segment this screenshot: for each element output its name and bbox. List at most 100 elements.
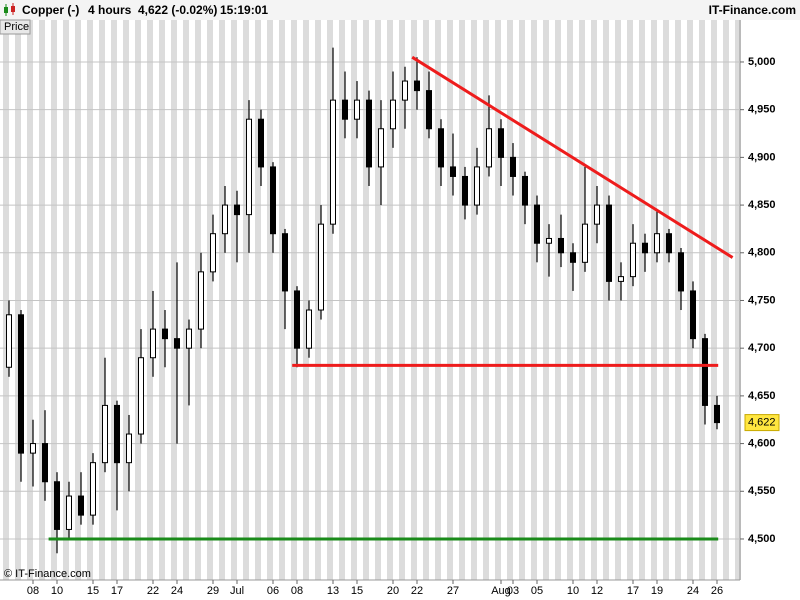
- drawn-line: [411, 55, 734, 259]
- candle-body: [78, 495, 84, 516]
- price-change: 4,622 (-0.02%): [138, 3, 217, 17]
- candle-body: [654, 233, 660, 254]
- y-tick-label: 4,600: [748, 437, 776, 449]
- y-tick-label: 4,750: [748, 294, 776, 306]
- panel-tab[interactable]: [0, 19, 31, 35]
- candle-body: [318, 223, 324, 311]
- panel-label: Price: [4, 21, 29, 33]
- x-tick-label: 03: [507, 585, 519, 597]
- candle-body: [198, 271, 204, 330]
- x-tick-label: 20: [387, 585, 399, 597]
- candle-body: [138, 357, 144, 435]
- candle-body: [18, 314, 24, 454]
- candle-body: [150, 328, 156, 359]
- candle-body: [66, 495, 72, 530]
- last-price-label: 4,622: [748, 416, 776, 428]
- candle-body: [354, 99, 360, 120]
- timeframe: 4 hours: [88, 3, 132, 17]
- y-tick-label: 4,900: [748, 151, 776, 163]
- candle-body: [294, 290, 300, 349]
- y-tick-label: 5,000: [748, 56, 776, 68]
- x-tick-label: 06: [267, 585, 279, 597]
- x-tick-label: 26: [711, 585, 723, 597]
- chart-title: Copper (-): [22, 3, 79, 17]
- x-tick-label: 24: [171, 585, 183, 597]
- candle-body: [126, 433, 132, 464]
- candle-body: [54, 481, 60, 530]
- logo-icon: [4, 3, 15, 16]
- x-tick-label: 05: [531, 585, 543, 597]
- footer: © IT-Finance.com: [4, 568, 91, 580]
- candle-body: [162, 328, 168, 340]
- x-tick-label: Jul: [230, 585, 244, 597]
- candle-body: [534, 204, 540, 244]
- candle-body: [510, 156, 516, 177]
- candle-body: [426, 90, 432, 130]
- x-tick-label: Aug: [491, 585, 511, 597]
- plot-area: [0, 20, 741, 581]
- candle-body: [330, 99, 336, 225]
- candle-body: [582, 223, 588, 263]
- x-tick-label: 13: [327, 585, 339, 597]
- x-tick-label: 19: [651, 585, 663, 597]
- x-tick-label: 10: [51, 585, 63, 597]
- x-tick-label: 10: [567, 585, 579, 597]
- candle-body: [42, 443, 48, 483]
- candle-body: [678, 252, 684, 292]
- candle-body: [666, 233, 672, 254]
- last-price-box: [744, 414, 780, 432]
- candle-body: [474, 166, 480, 206]
- x-tick-label: 17: [627, 585, 639, 597]
- candle-body: [558, 237, 564, 254]
- candle-body: [690, 290, 696, 340]
- candle-body: [438, 128, 444, 168]
- x-tick-label: 22: [147, 585, 159, 597]
- candle-body: [102, 404, 108, 464]
- x-tick-label: 24: [687, 585, 699, 597]
- candle-body: [30, 443, 36, 454]
- x-tick-label: 27: [447, 585, 459, 597]
- candle-body: [6, 314, 12, 368]
- x-tick-label: 08: [27, 585, 39, 597]
- candle-body: [486, 128, 492, 168]
- candle-body: [366, 99, 372, 168]
- candle-body: [282, 233, 288, 292]
- x-tick-label: 12: [591, 585, 603, 597]
- x-tick-label: 08: [291, 585, 303, 597]
- candle-body: [174, 338, 180, 349]
- candle-body: [714, 404, 720, 424]
- y-tick-label: 4,950: [748, 104, 776, 116]
- candle-body: [390, 99, 396, 130]
- candle-body: [258, 118, 264, 168]
- candle-body: [618, 276, 624, 282]
- candle-body: [702, 338, 708, 406]
- y-tick-label: 4,850: [748, 199, 776, 211]
- candle-body: [642, 242, 648, 254]
- candle-body: [522, 175, 528, 206]
- candle-body: [402, 80, 408, 101]
- time: 15:19:01: [220, 3, 268, 17]
- candle-body: [306, 309, 312, 349]
- candle-body: [186, 328, 192, 349]
- x-tick-label: 22: [411, 585, 423, 597]
- x-tick-label: 15: [351, 585, 363, 597]
- candle-body: [246, 118, 252, 216]
- x-tick-label: 17: [111, 585, 123, 597]
- candle-body: [414, 80, 420, 92]
- candle-body: [222, 204, 228, 235]
- y-tick-label: 4,800: [748, 247, 776, 259]
- candle-body: [630, 242, 636, 278]
- candle-body: [450, 166, 456, 177]
- y-tick-label: 4,650: [748, 390, 776, 402]
- candle-body: [546, 237, 552, 244]
- candle-body: [378, 128, 384, 168]
- y-tick-label: 4,700: [748, 342, 776, 354]
- y-tick-label: 4,550: [748, 485, 776, 497]
- source: IT-Finance.com: [709, 3, 796, 17]
- candle-body: [498, 128, 504, 158]
- candle-body: [114, 404, 120, 464]
- candle-body: [342, 99, 348, 120]
- x-tick-label: 15: [87, 585, 99, 597]
- candle-body: [570, 252, 576, 263]
